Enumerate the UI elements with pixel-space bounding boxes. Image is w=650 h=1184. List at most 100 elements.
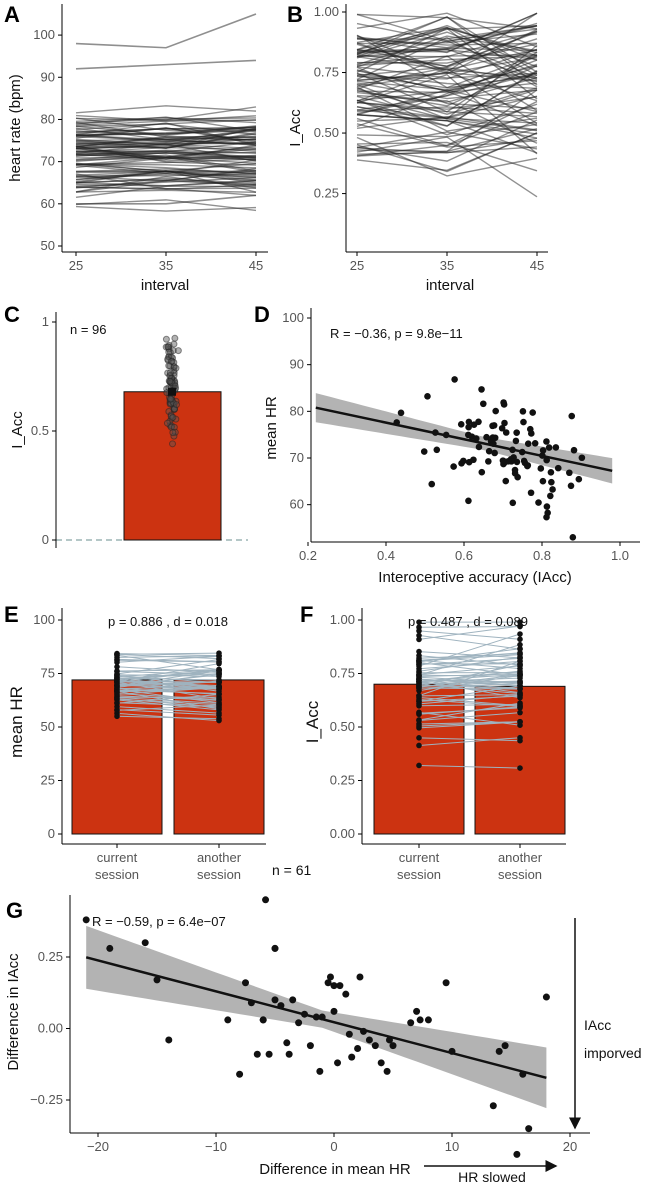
panel-d-point: [543, 456, 550, 464]
panel-b-label: B: [287, 2, 303, 27]
panel-d-point: [470, 421, 478, 429]
panel-e-category-label: session: [197, 867, 241, 882]
panel-d-point: [547, 492, 554, 500]
panel-g-point: [513, 1150, 521, 1158]
panel-e-pair-line: [116, 702, 220, 707]
panel-a-series-line: [75, 140, 257, 145]
panel-f-point: [517, 661, 523, 667]
panel-e-ytick-label: 25: [41, 773, 55, 788]
panel-b-ytick-label: 0.50: [314, 125, 339, 140]
panel-d-point: [575, 475, 583, 483]
panel-a-series-line: [75, 59, 257, 70]
panel-a-xtick-label: 25: [69, 258, 83, 273]
panel-e-pair-line: [116, 655, 220, 663]
panel-d-point: [529, 409, 536, 416]
panel-g-point: [336, 982, 344, 990]
panel-d-point: [549, 486, 556, 493]
panel-d-point: [569, 534, 577, 541]
panel-d-label: D: [254, 302, 270, 327]
panel-d-point: [502, 429, 510, 436]
panel-c-point: [165, 362, 173, 370]
panel-b-series-line: [356, 67, 538, 124]
panel-a-label: A: [4, 2, 20, 27]
panel-f-pair-line: [418, 644, 521, 676]
panel-c-n-label: n = 96: [70, 322, 107, 337]
panel-f-ytick-label: 0.00: [330, 826, 355, 841]
panel-f-point: [416, 735, 422, 741]
panel-d-point: [483, 433, 490, 441]
panel-e-point: [114, 681, 120, 688]
panel-a-series-line: [75, 138, 257, 149]
panel-g-point: [253, 1050, 261, 1058]
panel-b-series-line: [356, 27, 538, 100]
panel-d-point: [568, 412, 576, 420]
panel-g-label: G: [6, 898, 23, 923]
panel-c-mean-marker: [168, 387, 176, 396]
panel-b-ytick-label: 1.00: [314, 4, 339, 19]
panel-f-pair-line: [418, 674, 521, 677]
panel-c: C 0 0.5 1 n = 96 I_Acc: [4, 302, 248, 548]
panel-f-pair-line: [418, 712, 521, 722]
panel-f-label: F: [300, 602, 313, 627]
panel-b-xtick-label: 35: [440, 258, 454, 273]
panel-b-xtick-label: 45: [530, 258, 544, 273]
6-ytick-label: 0.25: [38, 949, 63, 964]
panel-d-point: [498, 424, 506, 432]
panel-c-point: [164, 343, 172, 351]
panel-f-pair-line: [418, 651, 521, 659]
panel-a-series-line: [75, 145, 257, 166]
panel-d-ytick-label: 80: [290, 403, 304, 418]
panel-f-pair-line: [418, 721, 521, 727]
panel-f-ytick-label: 0.75: [330, 666, 355, 681]
panel-g-point: [236, 1070, 244, 1078]
panel-a-series-line: [75, 189, 257, 194]
panel-d-stat-label: R = −0.36, p = 9.8e−11: [330, 326, 463, 341]
panel-e-pair-line: [116, 687, 220, 693]
panel-g-xlabel: Difference in mean HR: [259, 1161, 411, 1178]
panel-b-series-line: [356, 54, 538, 67]
panel-d-point: [465, 497, 472, 505]
6-ytick-label: 0.00: [38, 1021, 63, 1036]
panel-d-point: [518, 448, 526, 456]
panel-f-pair-line: [418, 684, 521, 690]
panel-e-point: [114, 671, 120, 677]
panel-a-series-line: [75, 128, 257, 146]
panel-f-point: [517, 671, 523, 678]
panel-d-ytick-label: 90: [290, 357, 304, 372]
panel-f-ytick-label: 0.50: [330, 719, 355, 734]
panel-f-pair-line: [418, 674, 521, 692]
panel-a-series-line: [75, 171, 257, 174]
panel-g-point: [495, 1047, 503, 1055]
iacc-improved-line2: imporved: [584, 1045, 642, 1061]
panel-a-xtick-label: 45: [249, 258, 263, 273]
panel-c-point: [169, 413, 177, 421]
panel-d-point: [478, 468, 486, 476]
panel-f-pair-line: [418, 699, 521, 708]
panel-e-point: [216, 666, 222, 673]
panel-a-series-line: [75, 183, 257, 190]
panel-d-point: [470, 456, 477, 464]
panel-a-series-line: [75, 180, 257, 187]
panel-e-pair-line: [116, 669, 220, 672]
panel-d-point: [535, 499, 542, 506]
panel-e-point: [216, 679, 222, 685]
panel-g-xtick-label: −20: [87, 1139, 109, 1154]
panel-b-series-line: [356, 65, 538, 91]
panel-g-point: [542, 993, 550, 1001]
panel-e-point: [216, 655, 222, 662]
panel-d-ytick-label: 100: [282, 310, 304, 325]
panel-g-point: [277, 1002, 285, 1010]
panel-g-point: [318, 1013, 326, 1021]
panel-g-point: [342, 990, 350, 998]
panel-a-series-line: [75, 172, 257, 179]
panel-g-point: [330, 982, 338, 990]
panel-d-point: [478, 386, 485, 393]
panel-e-point: [216, 710, 222, 716]
panel-b-series-line: [356, 34, 538, 89]
panel-b-series-line: [356, 25, 538, 40]
panel-g-point: [312, 1013, 320, 1021]
panel-e-point: [216, 696, 222, 703]
panel-d-point: [475, 443, 483, 451]
panel-c-ylabel: I_Acc: [9, 411, 26, 449]
panel-d-point: [464, 431, 472, 439]
